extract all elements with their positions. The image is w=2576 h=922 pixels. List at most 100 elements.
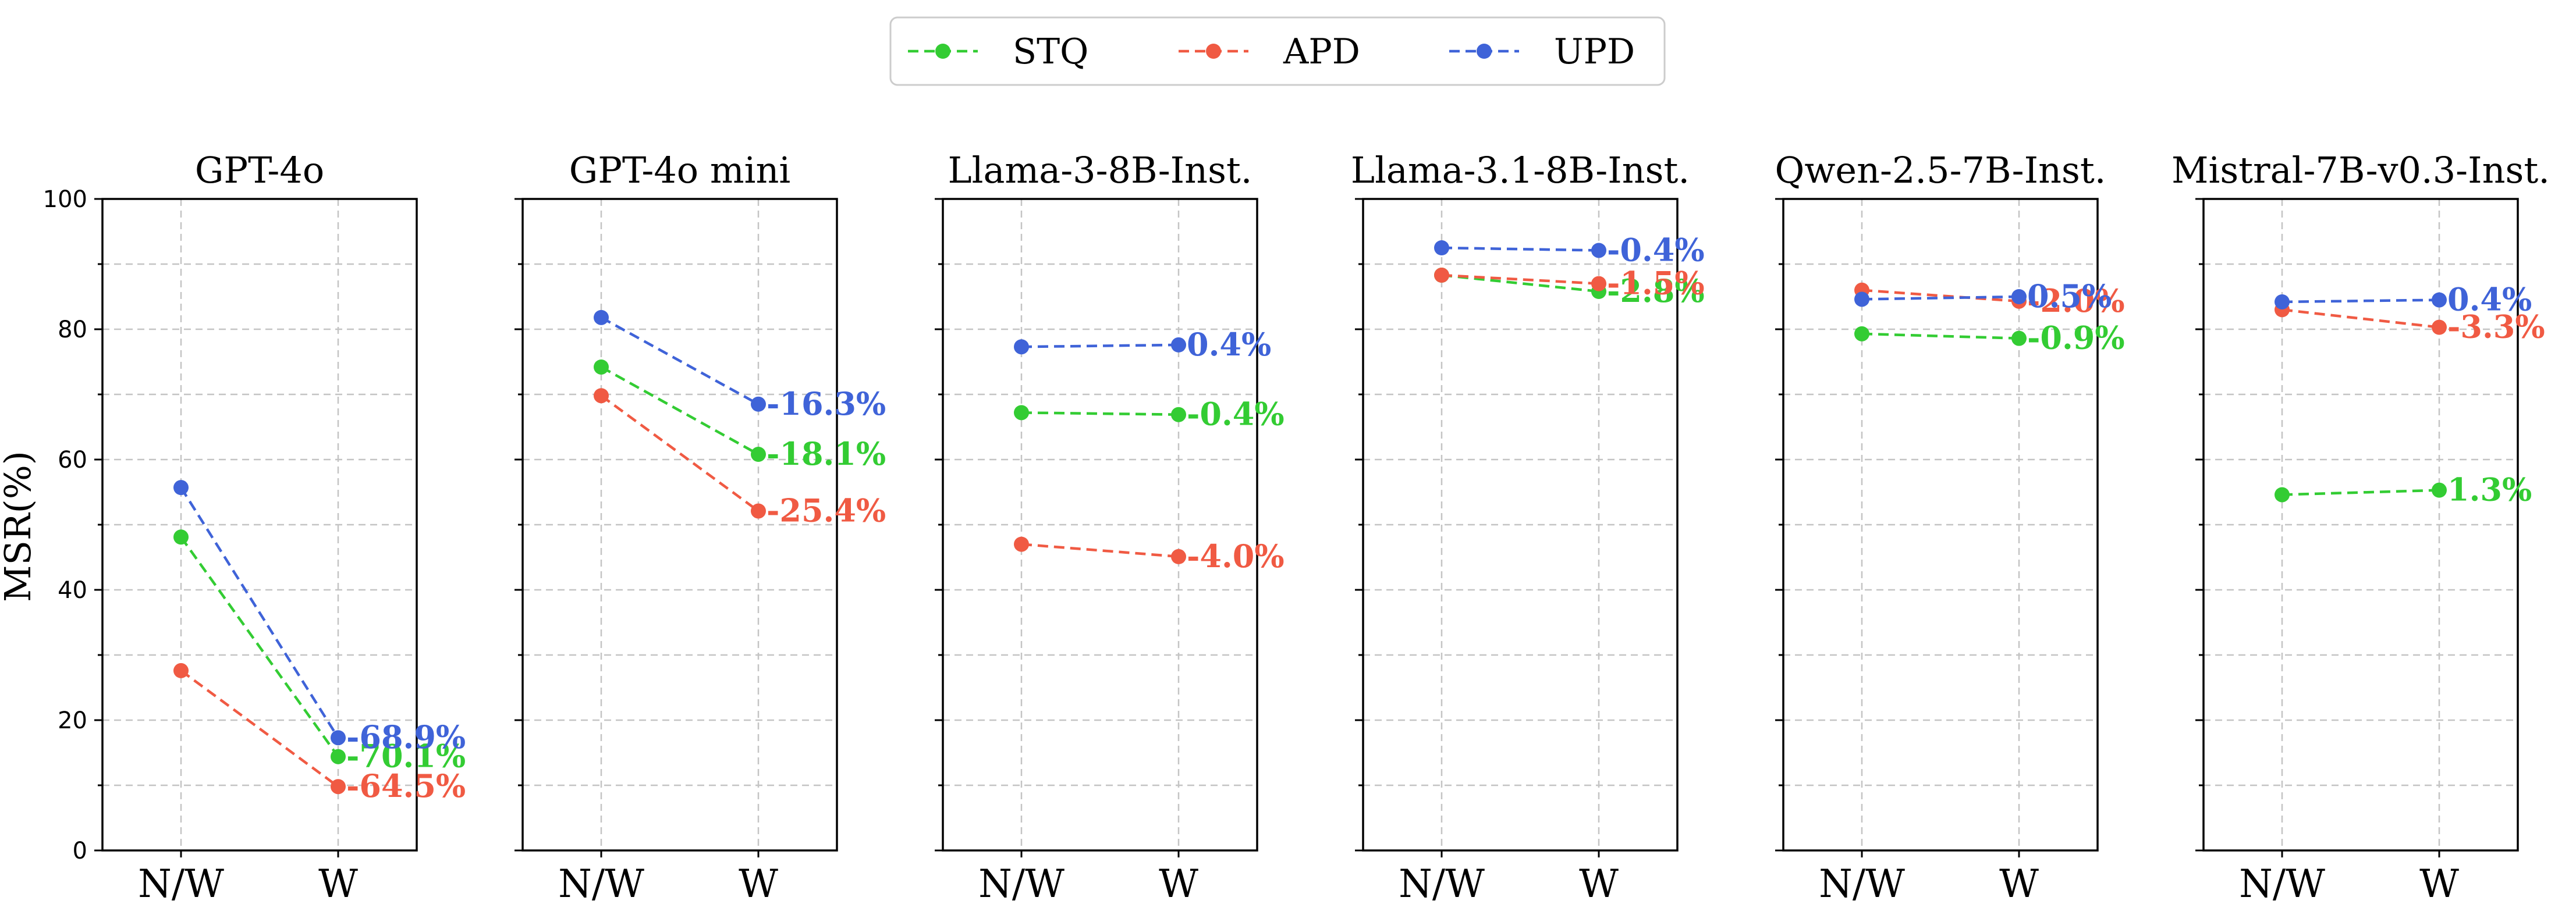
legend-swatch-marker <box>1206 44 1221 59</box>
series-line <box>1861 332 2020 340</box>
x-tick-label: N/W <box>2239 862 2325 906</box>
series-stq: -18.1% <box>594 359 886 472</box>
series-apd: -25.4% <box>594 388 886 529</box>
data-point <box>331 779 346 795</box>
panel-title: Llama-3-8B-Inst. <box>948 149 1252 191</box>
series-line <box>180 486 339 739</box>
series-apd: -1.5% <box>1434 265 1705 302</box>
data-point <box>331 749 346 764</box>
series-upd: 0.4% <box>1014 326 1271 363</box>
series-line <box>180 670 339 788</box>
x-tick-label: W <box>739 862 778 906</box>
series-upd: -0.4% <box>1434 231 1705 268</box>
series-line <box>1021 543 1179 558</box>
data-point <box>751 447 766 462</box>
data-point <box>1014 405 1029 421</box>
legend-label: APD <box>1283 31 1360 72</box>
change-label: 0.4% <box>1187 326 1271 363</box>
data-point <box>331 730 346 746</box>
series-line <box>180 536 339 758</box>
data-point <box>1591 243 1606 258</box>
change-label: -0.4% <box>1187 396 1285 433</box>
x-tick-label: N/W <box>558 862 644 906</box>
change-label: 0.4% <box>2447 281 2532 318</box>
series-apd: -4.0% <box>1014 536 1285 575</box>
data-point <box>2011 330 2027 346</box>
series-stq: 1.3% <box>2275 471 2532 508</box>
chart-panels: GPT-4o 0 20 40 60 80 100 N/W W -70.1%-64.5% -68.9%… <box>43 149 2550 906</box>
series-stq: -0.4% <box>1014 396 1285 433</box>
x-tick-label: N/W <box>1399 862 1485 906</box>
series-line <box>2282 298 2440 304</box>
data-point <box>594 388 609 404</box>
chart-legend: STQ APD UPD <box>889 16 1666 86</box>
series-apd: -64.5% <box>173 663 466 804</box>
legend-entry-apd: APD <box>1179 31 1360 72</box>
data-point <box>173 663 189 678</box>
data-point <box>1014 536 1029 552</box>
change-label: -18.1% <box>767 435 886 472</box>
change-label: -64.5% <box>346 767 466 804</box>
change-label: -4.0% <box>1187 537 1285 575</box>
series-line <box>1021 411 1179 416</box>
series-stq: -0.9% <box>1854 319 2125 357</box>
data-point <box>594 309 609 325</box>
change-label: -2.0% <box>2027 282 2125 319</box>
panel-qwen-2-5-7b-inst: Qwen-2.5-7B-Inst. N/W W -0.9%-2.0%0.5% <box>1775 149 2125 906</box>
change-label: -70.1% <box>346 738 466 775</box>
panel-title: GPT-4o mini <box>569 149 790 191</box>
change-label: 1.3% <box>2447 471 2532 508</box>
change-label: 0.5% <box>2027 277 2112 315</box>
y-tick-label: 80 <box>58 316 87 343</box>
data-point <box>173 480 189 496</box>
panel-title: Qwen-2.5-7B-Inst. <box>1775 149 2106 191</box>
series-line <box>1861 295 2020 301</box>
panel-title: Llama-3.1-8B-Inst. <box>1351 149 1690 191</box>
change-label: -0.9% <box>2027 319 2125 357</box>
legend-swatch-marker <box>1477 44 1492 59</box>
panel-title: Mistral-7B-v0.3-Inst. <box>2171 149 2550 191</box>
change-label: -2.8% <box>1607 272 1705 309</box>
data-point <box>2432 482 2447 498</box>
x-tick-label: W <box>318 862 358 906</box>
series-line <box>1441 246 1599 252</box>
legend-label: STQ <box>1013 31 1088 72</box>
x-tick-label: N/W <box>978 862 1065 906</box>
data-point <box>2432 292 2447 308</box>
series-line <box>1021 343 1179 348</box>
legend-entry-upd: UPD <box>1449 31 1635 72</box>
y-axis-label: MSR(%) <box>0 451 39 602</box>
data-point <box>1854 291 1869 307</box>
x-tick-label: N/W <box>1819 862 1905 906</box>
series-upd: -16.3% <box>594 309 886 422</box>
change-label: -1.5% <box>1607 265 1705 302</box>
panel-mistral-7b-v0-3-inst: Mistral-7B-v0.3-Inst. N/W W 1.3% -3.3%0.4% <box>2171 149 2550 906</box>
data-point <box>1591 276 1606 291</box>
series-line <box>2282 489 2440 496</box>
series-line <box>1441 273 1599 285</box>
data-point <box>594 359 609 375</box>
series-line <box>600 365 760 456</box>
series-upd: 0.4% <box>2275 281 2532 318</box>
series-stq: -70.1% <box>173 529 466 775</box>
y-tick-label: 100 <box>43 186 87 213</box>
series-apd: -3.3% <box>2275 302 2545 346</box>
series-line <box>600 316 760 405</box>
data-point <box>1854 326 1869 341</box>
legend-swatch-marker <box>935 44 950 59</box>
x-tick-label: W <box>2419 862 2459 906</box>
panel-llama-3-1-8b-inst: Llama-3.1-8B-Inst. N/W W -2.8%-1.5%-0.4% <box>1351 149 1705 906</box>
x-tick-label: N/W <box>138 862 224 906</box>
data-point <box>1434 240 1449 255</box>
change-label: -25.4% <box>767 492 886 529</box>
change-label: -68.9% <box>346 718 466 756</box>
panel-llama-3-8b-inst: Llama-3-8B-Inst. N/W W -0.4% -4.0% 0.4% <box>935 149 1285 906</box>
data-point <box>1434 268 1449 283</box>
y-tick-label: 40 <box>58 577 87 604</box>
data-point <box>1171 337 1186 353</box>
data-point <box>2275 487 2290 503</box>
data-point <box>173 529 189 545</box>
change-label: -16.3% <box>767 385 886 422</box>
panel-gpt-4o: GPT-4o 0 20 40 60 80 100 N/W W -70.1%-64.5% -68.9% <box>43 149 466 906</box>
